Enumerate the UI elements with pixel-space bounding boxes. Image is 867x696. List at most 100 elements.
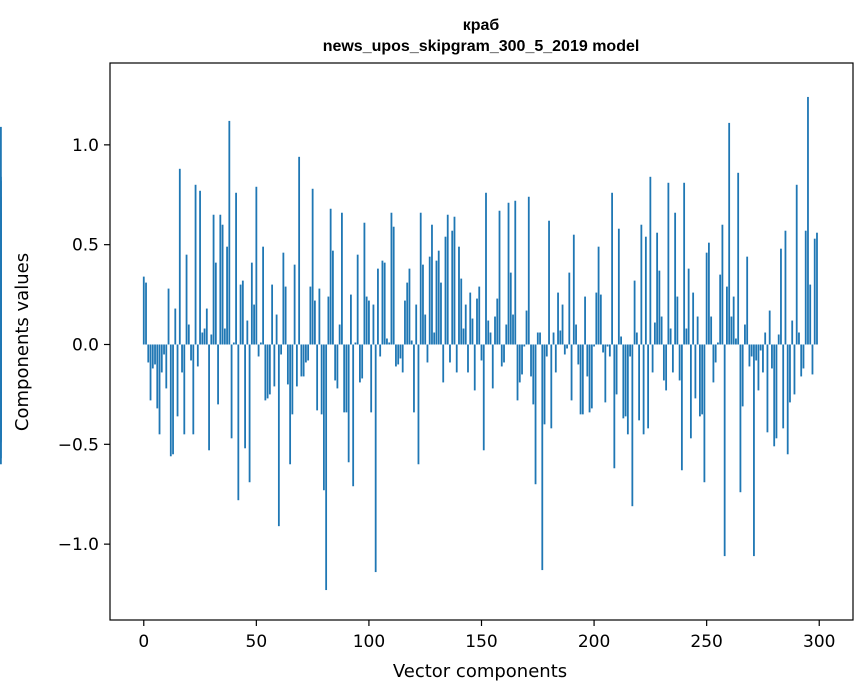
bar-190	[570, 344, 573, 401]
bar-109	[388, 342, 391, 345]
bar-104	[377, 268, 379, 345]
bar-185	[559, 330, 562, 345]
bar-287	[789, 344, 791, 403]
bar-204	[602, 344, 604, 353]
bar-232	[665, 344, 668, 391]
bar-91	[347, 344, 350, 463]
bar-183	[554, 344, 557, 373]
bar-58	[273, 344, 276, 387]
bar-259	[726, 286, 728, 345]
bar-113	[397, 344, 400, 365]
bar-242	[687, 268, 690, 345]
bar-284	[782, 344, 785, 429]
bar-116	[404, 300, 406, 345]
bar-215	[626, 344, 629, 435]
bar-276	[764, 332, 767, 345]
bar-200	[593, 344, 595, 347]
bar-258	[723, 344, 726, 557]
bar-243	[689, 344, 692, 439]
bar-54	[264, 344, 267, 401]
bar-285	[784, 230, 787, 345]
bar-192	[575, 324, 577, 345]
x-tick-label: 50	[246, 632, 268, 652]
bar-43	[239, 284, 242, 345]
bar-137	[451, 230, 454, 345]
bar-274	[759, 344, 762, 351]
bar-196	[584, 296, 586, 345]
bar-80	[322, 344, 325, 491]
bar-175	[536, 332, 539, 345]
bar-142	[462, 328, 465, 345]
y-axis-label: Components values	[12, 253, 33, 431]
bar-71	[302, 344, 305, 377]
bar-158	[498, 210, 501, 345]
bar-100	[368, 300, 370, 345]
bar-48	[250, 262, 253, 345]
bar-198	[588, 344, 591, 413]
bar-undefined	[0, 240, 2, 345]
bar-229	[658, 270, 661, 345]
x-tick-label: 300	[803, 632, 835, 652]
bar-172	[530, 344, 532, 377]
bar-150	[480, 344, 483, 361]
bar-undefined	[0, 344, 2, 393]
bar-3	[149, 344, 152, 401]
bar-225	[649, 176, 652, 345]
bar-21	[190, 344, 192, 361]
bar-210	[615, 344, 618, 395]
bar-141	[460, 278, 463, 345]
bar-164	[512, 314, 514, 345]
bar-83	[329, 208, 332, 345]
bar-101	[370, 344, 373, 413]
bar-6	[156, 344, 159, 409]
x-tick-label: 200	[578, 632, 610, 652]
bar-118	[408, 268, 411, 345]
bar-208	[611, 192, 613, 345]
bar-161	[505, 324, 508, 345]
bar-273	[757, 344, 760, 391]
bar-149	[478, 286, 481, 345]
bar-134	[444, 236, 447, 345]
bar-35	[221, 224, 224, 345]
bar-281	[775, 344, 778, 439]
bar-69	[298, 156, 301, 345]
bar-95	[356, 254, 359, 345]
x-tick-label: 150	[465, 632, 497, 652]
bar-31	[212, 214, 215, 345]
bar-209	[613, 344, 616, 469]
bar-228	[656, 232, 659, 345]
bar-130	[435, 260, 438, 345]
bar-132	[440, 282, 442, 345]
bar-121	[415, 304, 418, 345]
bar-86	[336, 344, 339, 389]
bar-253	[712, 344, 715, 383]
bar-73	[307, 344, 310, 361]
bar-251	[708, 242, 710, 345]
chart-title: краб	[463, 17, 500, 34]
bar-74	[309, 286, 312, 345]
bar-4	[151, 344, 154, 369]
bar-220	[638, 344, 641, 421]
bar-82	[327, 296, 330, 345]
bar-156	[494, 316, 496, 345]
bar-269	[748, 344, 751, 367]
bar-32	[214, 262, 217, 345]
bar-282	[777, 334, 780, 345]
bar-254	[714, 344, 717, 363]
x-axis: 0 50 100 150 200 250 300	[138, 620, 835, 652]
bar-1	[145, 282, 147, 345]
bar-124	[422, 264, 424, 345]
bar-241	[685, 328, 688, 345]
y-tick-label: −0.5	[58, 435, 99, 455]
bar-67	[293, 264, 296, 345]
bar-153	[487, 320, 490, 345]
bar-180	[548, 220, 550, 345]
bar-162	[507, 202, 510, 345]
bar-125	[424, 314, 427, 345]
bar-135	[446, 214, 449, 345]
bar-55	[266, 344, 269, 399]
bar-205	[604, 344, 607, 403]
chart-subtitle: news_upos_skipgram_300_5_2019 model	[323, 38, 640, 55]
bar-224	[647, 344, 650, 429]
